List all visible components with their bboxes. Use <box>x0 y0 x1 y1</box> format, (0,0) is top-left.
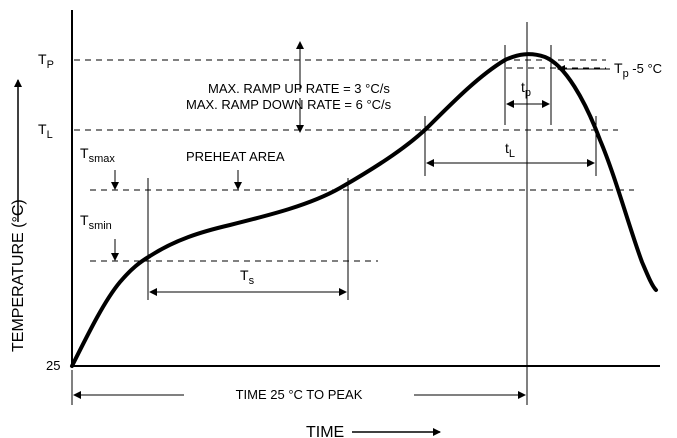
tsmax-level-label: Tsmax <box>80 145 115 165</box>
y-axis-label: TEMPERATURE (°C) <box>10 199 27 352</box>
preheat-area-label: PREHEAT AREA <box>186 149 285 164</box>
tp-level-label: TP <box>38 51 54 71</box>
ramp-up-label: MAX. RAMP UP RATE = 3 °C/s <box>208 81 390 96</box>
x-axis-label: TIME <box>306 424 344 438</box>
reflow-profile-curve <box>70 52 658 368</box>
tl-span-label: tL <box>505 140 515 160</box>
time-to-peak-label: TIME 25 °C TO PEAK <box>236 387 363 402</box>
ts-span-label: Ts <box>240 267 255 287</box>
ramp-down-label: MAX. RAMP DOWN RATE = 6 °C/s <box>186 97 392 112</box>
tp-span-label: tp <box>521 79 531 99</box>
tl-level-label: TL <box>38 121 53 141</box>
origin-label: 25 <box>46 358 60 373</box>
tsmin-level-label: Tsmin <box>80 212 112 232</box>
tp-minus5-label: Tp -5 °C <box>614 60 662 80</box>
